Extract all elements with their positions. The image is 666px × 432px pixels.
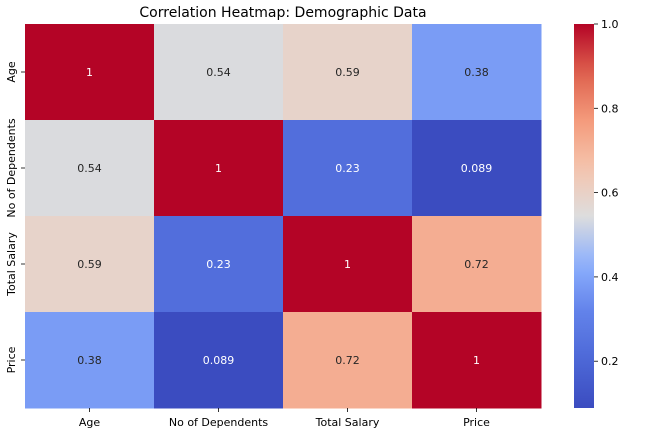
cell-label: 0.38 [464,66,489,79]
y-tick-label: Price [5,346,18,373]
y-tick-label: Total Salary [5,232,18,297]
colorbar-tick-label: 0.8 [601,102,619,115]
cell-label: 0.38 [77,354,102,367]
heatmap-cell [283,24,413,121]
heatmap-cell [412,312,542,409]
colorbar-tick-label: 0.2 [601,355,619,368]
y-axis: Age No of Dependents Total Salary Price [5,61,25,373]
cell-label: 1 [473,354,480,367]
colorbar-tick-label: 1.0 [601,18,619,31]
x-tick-label: Age [79,416,101,429]
cell-label: 0.59 [77,258,102,271]
heatmap-cell [412,24,542,121]
chart-title: Correlation Heatmap: Demographic Data [139,5,426,21]
cell-label: 1 [344,258,351,271]
heatmap-cell [283,120,413,217]
cell-label: 0.54 [77,162,102,175]
heatmap-cell [412,120,542,217]
x-tick-label: Total Salary [315,416,380,429]
colorbar-gradient [574,24,594,408]
x-axis: Age No of Dependents Total Salary Price [79,408,490,429]
cell-label: 1 [215,162,222,175]
cell-label: 0.72 [464,258,489,271]
cell-label: 0.59 [335,66,360,79]
colorbar-tick-label: 0.4 [601,271,619,284]
y-tick-label: Age [5,61,18,83]
heatmap-cell [412,216,542,313]
cell-label: 1 [86,66,93,79]
heatmap-cells: 1 0.54 0.59 0.38 0.54 1 0.23 0.089 0.59 0.23 1 0.72… [25,24,542,409]
x-tick-label: No of Dependents [169,416,269,429]
x-tick-label: Price [463,416,490,429]
cell-label: 0.23 [206,258,231,271]
colorbar: 0.2 0.4 0.6 0.8 1.0 [574,18,619,408]
heatmap-cell [25,216,155,313]
cell-label: 0.089 [461,162,493,175]
heatmap-cell [283,216,413,313]
heatmap-cell [154,120,284,217]
cell-label: 0.23 [335,162,360,175]
y-tick-label: No of Dependents [5,118,18,218]
heatmap-cell [154,312,284,409]
cell-label: 0.089 [203,354,235,367]
heatmap-cell [25,24,155,121]
heatmap-cell [25,120,155,217]
cell-label: 0.54 [206,66,231,79]
cell-label: 0.72 [335,354,360,367]
colorbar-tick-label: 0.6 [601,187,619,200]
heatmap-cell [25,312,155,409]
heatmap-cell [154,216,284,313]
heatmap-cell [283,312,413,409]
heatmap-cell [154,24,284,121]
